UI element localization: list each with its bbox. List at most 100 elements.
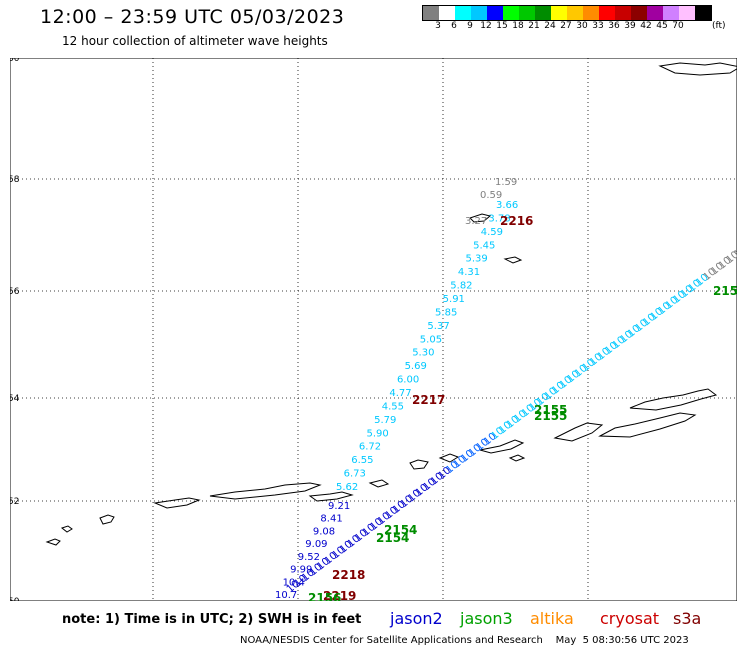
legend-swatch bbox=[423, 6, 439, 20]
swh-value-gray: 0.59 bbox=[480, 190, 502, 201]
swh-value-cyan: 3.78 bbox=[488, 213, 510, 224]
legend-swatch bbox=[583, 6, 599, 20]
legend-swatch bbox=[695, 6, 711, 20]
legend-label: 42 bbox=[640, 21, 652, 31]
legend-label: 9 bbox=[467, 21, 473, 31]
legend-label: 45 bbox=[656, 21, 668, 31]
legend-label: 15 bbox=[496, 21, 508, 31]
legend-label: 6 bbox=[451, 21, 457, 31]
swh-value-cyan: 4.31 bbox=[458, 267, 480, 278]
lat-tick-label: 50 bbox=[10, 597, 20, 601]
swh-value-blue: 9.08 bbox=[313, 526, 335, 537]
coastline bbox=[553, 422, 604, 442]
footer-credit: NOAA/NESDIS Center for Satellite Applica… bbox=[240, 635, 689, 646]
legend-unit: (ft) bbox=[712, 21, 726, 31]
legend-label: 3 bbox=[435, 21, 441, 31]
swh-value-blue: 9.52 bbox=[298, 552, 320, 563]
swh-value-cyan: 5.91 bbox=[443, 294, 465, 305]
swh-value-cyan: 6.00 bbox=[397, 375, 419, 386]
swh-value-cyan: 5.05 bbox=[420, 334, 442, 345]
coastline bbox=[503, 256, 523, 264]
coastline bbox=[60, 525, 73, 533]
swh-value-cyan: 3.66 bbox=[496, 200, 518, 211]
swh-value-blue: 10.4 bbox=[283, 577, 305, 588]
legend-swatch bbox=[663, 6, 679, 20]
swh-value-blue: 9.09 bbox=[305, 539, 327, 550]
lat-tick-label: 60 bbox=[10, 58, 20, 64]
legend-swatch bbox=[455, 6, 471, 20]
coastline bbox=[153, 497, 201, 509]
legend-label: 18 bbox=[512, 21, 524, 31]
legend-label: 12 bbox=[480, 21, 492, 31]
swh-value-cyan: 5.69 bbox=[405, 361, 427, 372]
lat-tick-label: 56 bbox=[10, 287, 20, 297]
legend-label: 24 bbox=[544, 21, 556, 31]
swh-track-marker: 10 bbox=[732, 244, 737, 261]
swh-value-cyan: 5.82 bbox=[450, 281, 472, 292]
lat-tick-label: 58 bbox=[10, 175, 20, 185]
swh-value-cyan: 5.30 bbox=[412, 348, 434, 359]
swh-value-cyan: 5.90 bbox=[366, 428, 388, 439]
coastline bbox=[438, 453, 460, 463]
credit-text: NOAA/NESDIS Center for Satellite Applica… bbox=[240, 635, 543, 646]
footnote: note: 1) Time is in UTC; 2) SWH is in fe… bbox=[62, 612, 362, 627]
legend-swatch bbox=[679, 6, 695, 20]
legend-label: 70 bbox=[672, 21, 684, 31]
swh-value-cyan: 5.37 bbox=[427, 321, 449, 332]
swh-value-blue: 8.41 bbox=[320, 514, 342, 525]
mission-jason2: jason2 bbox=[390, 609, 443, 628]
legend-swatch bbox=[615, 6, 631, 20]
coastline bbox=[209, 482, 322, 500]
legend-label: 39 bbox=[624, 21, 636, 31]
swh-value-cyan: 5.39 bbox=[466, 254, 488, 265]
swh-value-cyan: 4.59 bbox=[481, 227, 503, 238]
swh-value-cyan: 4.55 bbox=[382, 401, 404, 412]
legend-label: 27 bbox=[560, 21, 572, 31]
swh-value-gray: 1.59 bbox=[495, 177, 517, 188]
legend-label: 33 bbox=[592, 21, 604, 31]
coastline bbox=[99, 514, 115, 525]
pass-label: 2216 bbox=[500, 214, 533, 228]
legend-label: 30 bbox=[576, 21, 588, 31]
swh-value-cyan: 6.72 bbox=[359, 442, 381, 453]
legend-label: 36 bbox=[608, 21, 620, 31]
swh-value-cyan: 5.85 bbox=[435, 307, 457, 318]
coastline bbox=[45, 538, 61, 546]
coastline bbox=[508, 454, 526, 462]
coastline bbox=[479, 439, 525, 454]
lat-tick-label: 54 bbox=[10, 394, 20, 404]
mission-altika: altika bbox=[530, 609, 574, 628]
pass-label: 2155 bbox=[534, 409, 567, 423]
swh-value-cyan: 5.45 bbox=[473, 240, 495, 251]
swh-value-cyan: 6.55 bbox=[351, 455, 373, 466]
color-legend bbox=[422, 5, 712, 21]
pass-label: 2156 bbox=[308, 591, 341, 601]
legend-swatch bbox=[519, 6, 535, 20]
coastline bbox=[598, 412, 697, 438]
page-title: 12:00 – 23:59 UTC 05/03/2023 bbox=[40, 6, 345, 28]
coastline bbox=[409, 459, 429, 470]
mission-jason3: jason3 bbox=[460, 609, 513, 628]
coastline bbox=[368, 479, 390, 488]
legend-swatch bbox=[567, 6, 583, 20]
coastline bbox=[308, 491, 354, 502]
lat-tick-label: 52 bbox=[10, 497, 19, 507]
pass-label: 2154 bbox=[384, 523, 417, 537]
legend-swatch bbox=[647, 6, 663, 20]
swh-value-gray: 3.27 bbox=[465, 216, 487, 227]
pass-label: 2219 bbox=[323, 589, 356, 601]
coastline bbox=[658, 62, 737, 76]
legend-swatch bbox=[471, 6, 487, 20]
legend-swatch bbox=[631, 6, 647, 20]
swh-value-cyan: 5.79 bbox=[374, 415, 396, 426]
timestamp-text: May 5 08:30:56 UTC 2023 bbox=[555, 635, 689, 646]
mission-s3a: s3a bbox=[673, 609, 702, 628]
legend-label: 21 bbox=[528, 21, 540, 31]
swh-value-cyan: 4.77 bbox=[389, 388, 411, 399]
legend-swatch bbox=[599, 6, 615, 20]
pass-label: 2218 bbox=[332, 568, 365, 582]
swh-value-blue: 10.7 bbox=[275, 590, 297, 601]
swh-value-blue: 9.99 bbox=[290, 565, 312, 576]
pass-label: 215 bbox=[713, 284, 737, 298]
pass-label: 2155 bbox=[534, 403, 567, 417]
